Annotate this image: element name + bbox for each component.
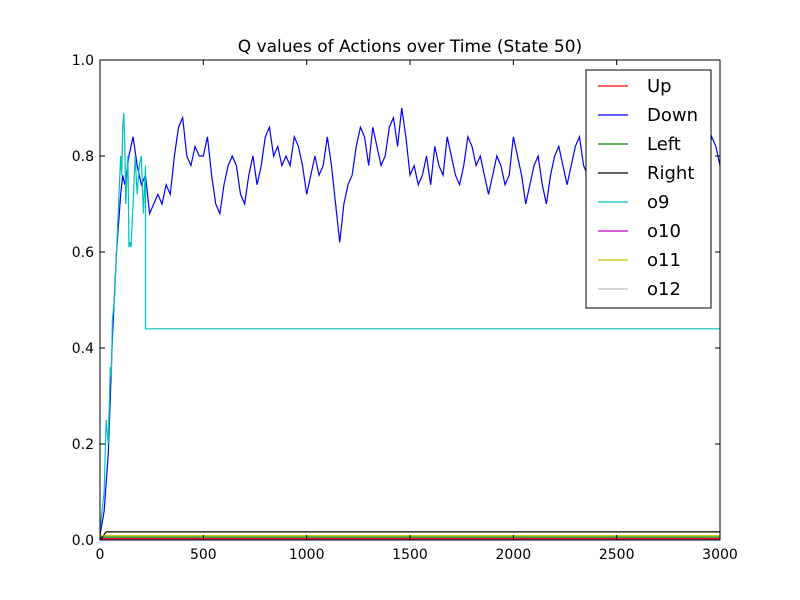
legend-label-o10: o10: [647, 221, 681, 242]
y-tick-label: 0.6: [72, 245, 94, 261]
series-line-o9: [100, 112, 720, 531]
y-tick-label: 0.0: [72, 533, 94, 549]
y-tick-label: 0.8: [72, 149, 94, 165]
x-tick-label: 3000: [702, 547, 738, 563]
legend-label-right: Right: [647, 163, 694, 184]
y-tick-label: 0.2: [72, 437, 94, 453]
legend-label-o12: o12: [647, 279, 681, 300]
x-tick-label: 0: [96, 547, 105, 563]
legend-label-up: Up: [647, 76, 672, 97]
series-line-right: [100, 531, 720, 540]
y-tick-label: 0.4: [72, 341, 94, 357]
legend: Up Down Left Right o9 o10 o11 o12: [585, 69, 712, 309]
x-tick-label: 1500: [392, 547, 428, 563]
y-tick-label: 1.0: [72, 53, 94, 69]
legend-label-down: Down: [647, 105, 698, 126]
legend-label-o11: o11: [647, 250, 681, 271]
x-tick-label: 500: [190, 547, 217, 563]
x-tick-label: 1000: [289, 547, 325, 563]
legend-label-left: Left: [647, 134, 681, 155]
legend-label-o9: o9: [647, 192, 669, 213]
x-tick-label: 2000: [496, 547, 532, 563]
legend-box: [585, 69, 712, 309]
chart-title: Q values of Actions over Time (State 50): [238, 37, 582, 57]
x-tick-label: 2500: [599, 547, 635, 563]
